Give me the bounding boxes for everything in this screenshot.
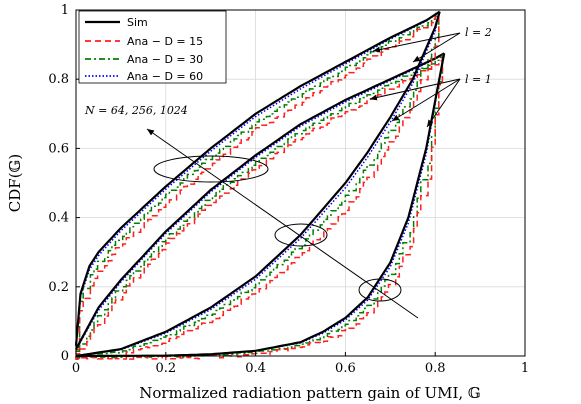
series-ana30-group-1	[76, 13, 440, 349]
legend: Sim Ana − D = 15 Ana − D = 30 Ana − D = …	[78, 10, 227, 84]
ellipse-n-3	[358, 278, 402, 302]
series-ana60-group-4	[76, 53, 445, 357]
annotation-n: N = 64, 256, 1024	[84, 104, 188, 117]
series-ana30-group-3	[75, 11, 440, 358]
series-sim-group-3	[75, 11, 441, 358]
x-tick-label: 0.2	[155, 361, 176, 376]
y-tick-label: 0	[61, 349, 69, 364]
series-ana60-group-2	[75, 52, 445, 351]
y-tick-label: 0.6	[48, 141, 69, 156]
arrow-l1-upper	[369, 78, 461, 101]
series-sim-group-2	[75, 52, 445, 350]
arrow-l1-lower	[426, 78, 461, 128]
x-tick-label: 1	[521, 361, 529, 376]
y-axis-label: CDF(𝔾)	[6, 154, 24, 212]
legend-label-sim: Sim	[127, 16, 148, 29]
x-tick-label: 0.6	[335, 361, 356, 376]
legend-label-d30: Ana − D = 30	[127, 53, 203, 66]
x-tick-label: 0	[72, 361, 80, 376]
ellipse-n-1	[153, 155, 269, 183]
arrow-l2-upper	[372, 32, 461, 53]
series-ana60-group-3	[75, 11, 441, 357]
x-tick-label: 0.4	[245, 361, 266, 376]
legend-label-d15: Ana − D = 15	[127, 35, 203, 48]
series-ana15-group-1	[75, 12, 440, 351]
arrow-l1-mid	[391, 78, 461, 122]
series-ana15-group-2	[75, 54, 444, 355]
series-sim-group-1	[74, 10, 441, 346]
curves	[74, 10, 446, 361]
grid	[75, 9, 526, 357]
arrow-n	[146, 128, 419, 319]
y-tick-label: 0.4	[48, 211, 69, 226]
legend-label-d60: Ana − D = 60	[127, 70, 203, 83]
ellipse-n-2	[274, 223, 328, 247]
series-ana30-group-4	[75, 54, 444, 359]
y-tick-label: 0.2	[48, 280, 69, 295]
x-tick-label: 0.8	[425, 361, 446, 376]
arrow-l2-lower	[412, 32, 461, 63]
series-ana15-group-4	[75, 54, 444, 361]
series-ana30-group-2	[75, 54, 444, 353]
x-axis-label: Normalized radiation pattern gain of UMI…	[139, 384, 480, 402]
annotation-l2: l = 2	[465, 26, 492, 39]
annotations	[146, 32, 461, 319]
ticks: 0 0.2 0.4 0.6 0.8 1 0 0.2 0.4 0.6 0.8 1	[48, 3, 529, 376]
y-tick-label: 0.8	[48, 72, 69, 87]
plot-frame	[75, 9, 526, 357]
annotation-l1: l = 1	[465, 73, 492, 86]
y-tick-label: 1	[61, 3, 69, 18]
